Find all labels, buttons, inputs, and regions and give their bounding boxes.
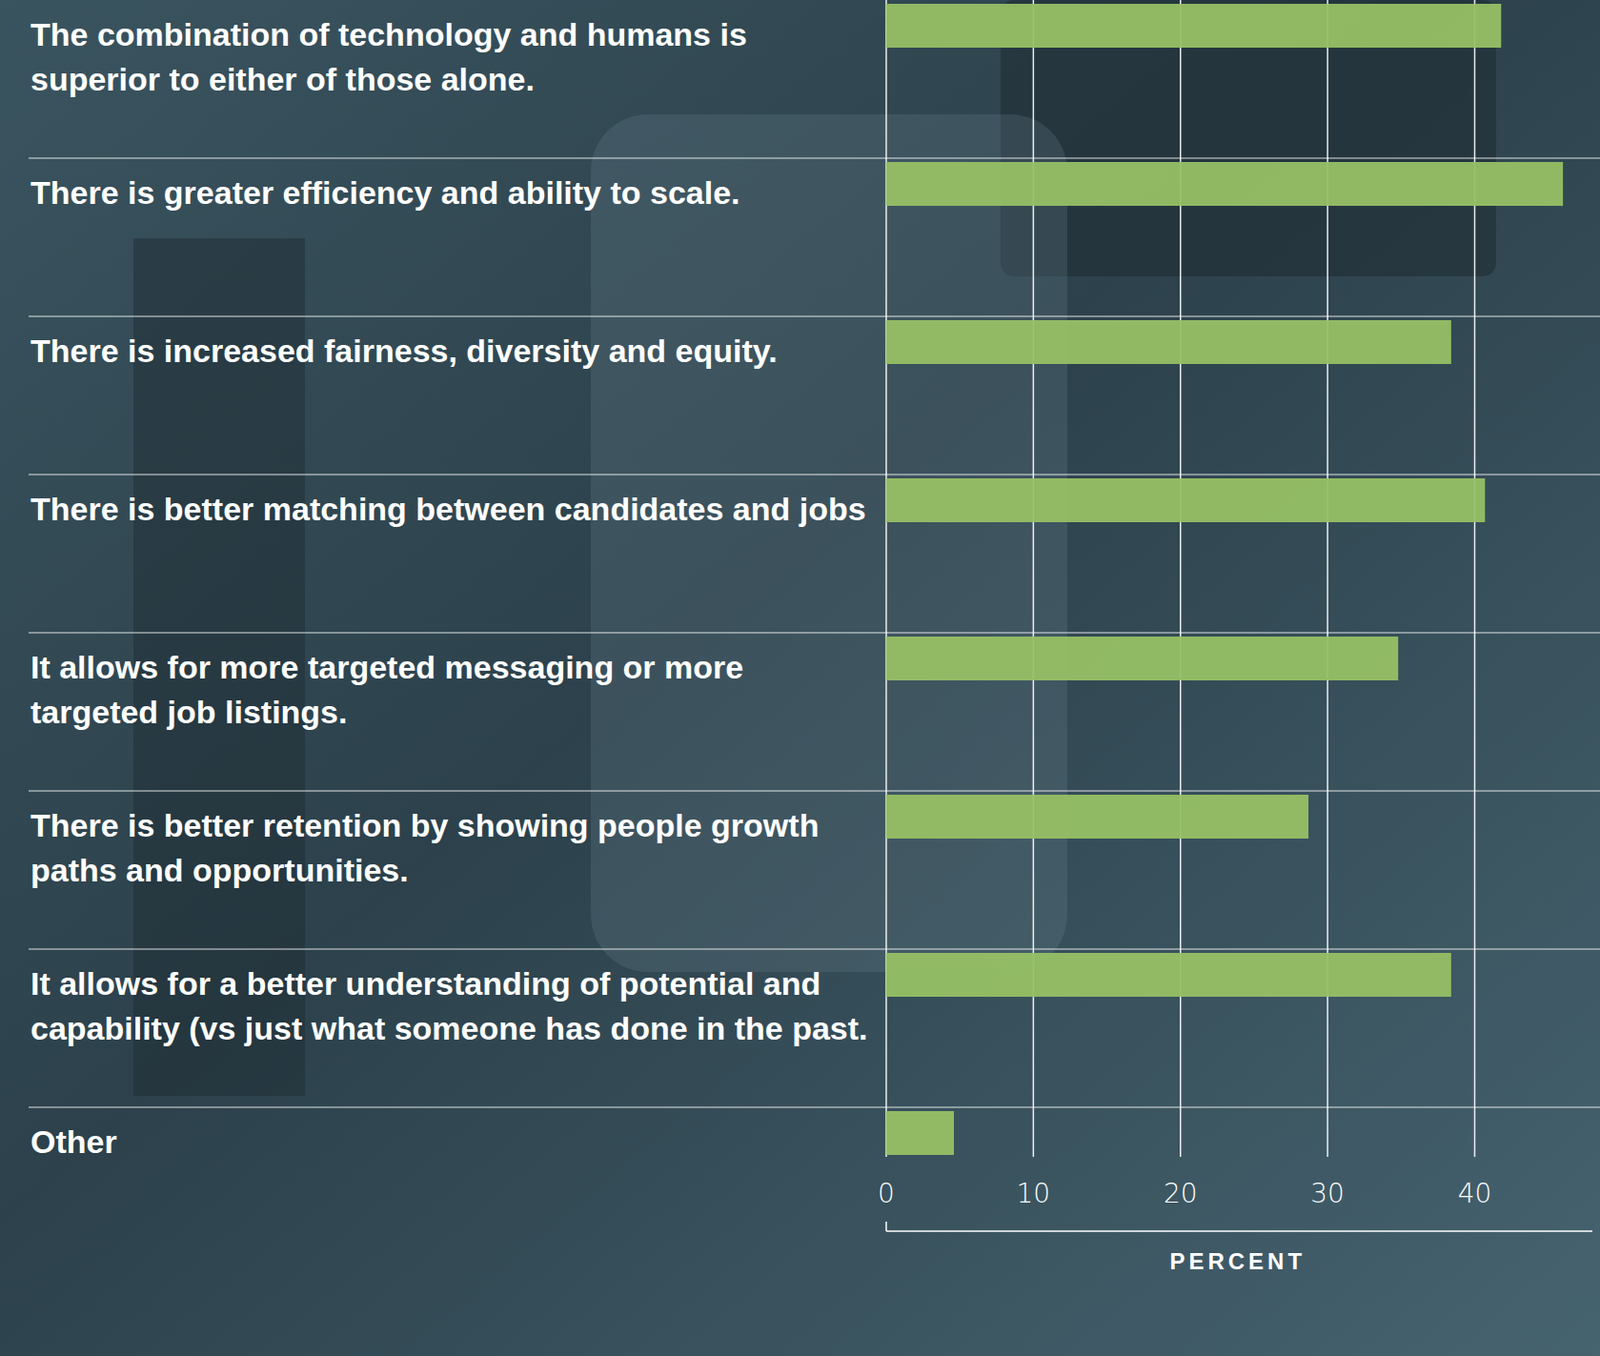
bars	[886, 3, 1563, 1155]
tick-label: 20	[1163, 1177, 1198, 1210]
tick-label: 30	[1310, 1177, 1345, 1210]
category-label: There is better retention by showing peo…	[30, 807, 819, 889]
row-separator	[28, 789, 1600, 791]
bar	[886, 1111, 954, 1155]
bar	[886, 794, 1309, 839]
bar	[886, 320, 1452, 365]
chart: The combination of technology and humans…	[0, 0, 1600, 1356]
category-label: There is greater efficiency and ability …	[30, 174, 741, 211]
row-separator	[28, 631, 1600, 633]
bar	[886, 478, 1485, 523]
axis-title: PERCENT	[1169, 1248, 1306, 1275]
x-axis	[886, 1230, 1593, 1233]
row-separator	[28, 1106, 1600, 1108]
row-separator	[28, 157, 1600, 159]
row-separator	[28, 948, 1600, 950]
tick-label: 40	[1458, 1177, 1493, 1210]
tick-label: 10	[1016, 1177, 1052, 1210]
bar	[886, 162, 1563, 206]
category-label: There is increased fairness, diversity a…	[30, 332, 778, 369]
bar	[886, 636, 1398, 681]
tick-label: 0	[877, 1177, 895, 1210]
category-label: Other	[30, 1123, 118, 1160]
background	[0, 0, 1600, 1356]
tick-mark	[885, 1221, 888, 1232]
row-separator	[28, 315, 1600, 317]
background-shape	[590, 114, 1068, 973]
bar	[886, 952, 1452, 997]
row-separator	[28, 473, 1600, 475]
bar	[886, 3, 1501, 48]
category-label: The combination of technology and humans…	[30, 16, 748, 98]
category-label: It allows for more targeted messaging or…	[30, 648, 744, 730]
category-label: It allows for a better understanding of …	[30, 965, 869, 1047]
category-label: There is better matching between candida…	[30, 490, 867, 527]
